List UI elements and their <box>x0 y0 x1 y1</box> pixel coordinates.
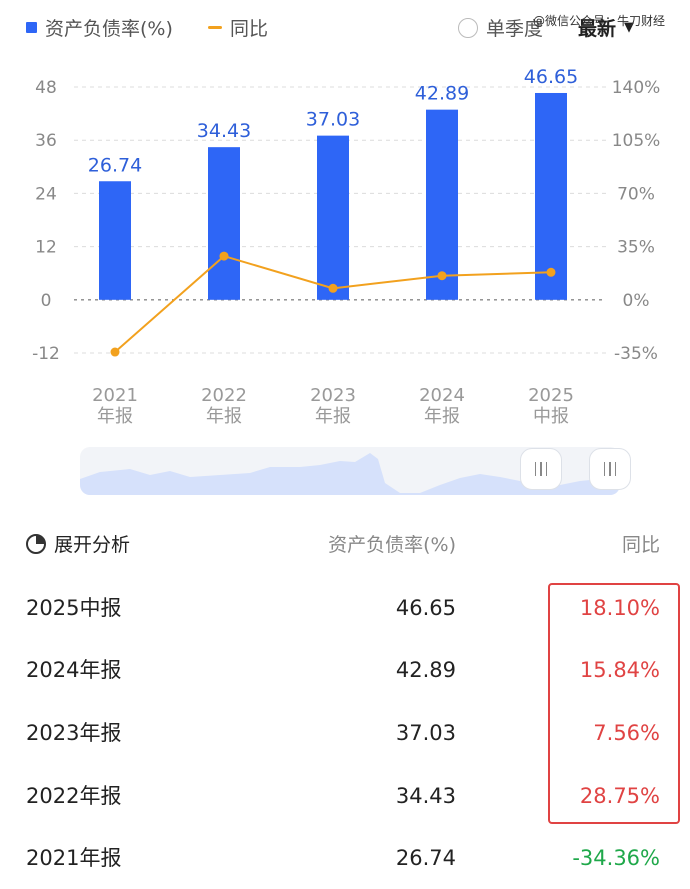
bar-swatch-icon <box>26 22 37 33</box>
bar <box>99 181 131 300</box>
bar <box>535 92 567 300</box>
bar <box>208 147 240 300</box>
expand-analysis-button[interactable]: 展开分析 <box>26 530 130 557</box>
bar <box>426 109 458 300</box>
y-right-tick-label: 105% <box>612 131 661 151</box>
x-tick-label: 2021 <box>92 385 138 406</box>
y-left-tick-label: 0 <box>41 291 52 311</box>
row-value: 34.43 <box>395 784 456 808</box>
bar-value-label: 46.65 <box>524 66 578 88</box>
x-tick-label: 2023 <box>310 385 356 406</box>
slider-handle-right[interactable] <box>589 448 631 490</box>
bar-value-label: 37.03 <box>306 109 360 131</box>
x-tick-label: 年报 <box>97 406 133 427</box>
x-tick-label: 中报 <box>533 406 569 427</box>
chart-legend: 资产负债率(%) 同比 单季度 最新 ▼ <box>26 14 660 44</box>
row-period: 2023年报 <box>26 721 122 745</box>
table-row: 2023年报 37.03 7.56% <box>26 713 660 753</box>
legend-item-yoy[interactable]: 同比 <box>208 14 268 41</box>
quarterly-toggle[interactable]: 单季度 <box>458 14 543 41</box>
x-tick-label: 年报 <box>424 406 460 427</box>
grip-icon <box>534 462 548 476</box>
slider-handle-left[interactable] <box>520 448 562 490</box>
row-period: 2025中报 <box>26 596 122 620</box>
y-left-tick-label: 24 <box>35 184 57 204</box>
yoy-point <box>546 267 556 277</box>
x-tick-label: 年报 <box>206 406 242 427</box>
bar-value-label: 26.74 <box>88 154 142 176</box>
bar-value-label: 42.89 <box>415 83 469 105</box>
row-value: 26.74 <box>395 846 456 870</box>
line-swatch-icon <box>208 26 222 29</box>
legend-item-ratio[interactable]: 资产负债率(%) <box>26 14 173 41</box>
expand-analysis-label: 展开分析 <box>54 534 131 556</box>
radio-icon <box>458 17 478 38</box>
caret-down-icon: ▼ <box>624 20 635 35</box>
yoy-point <box>437 271 447 281</box>
x-tick-label: 年报 <box>315 406 351 427</box>
row-yoy: 28.75% <box>579 784 660 808</box>
y-right-tick-label: -35% <box>614 344 658 364</box>
row-period: 2022年报 <box>26 784 122 808</box>
column-header-value: 资产负债率(%) <box>328 534 456 556</box>
quarterly-toggle-label: 单季度 <box>486 18 544 40</box>
y-right-tick-label: 140% <box>612 78 661 98</box>
y-left-tick-label: 36 <box>35 131 57 151</box>
column-header-yoy: 同比 <box>621 534 660 556</box>
row-value: 37.03 <box>395 721 456 745</box>
y-right-tick-label: 70% <box>617 184 655 204</box>
x-tick-label: 2024 <box>419 385 465 406</box>
period-dropdown[interactable]: 最新 ▼ <box>578 14 634 41</box>
table-row: 2025中报 46.65 18.10% <box>26 588 660 628</box>
yoy-point <box>110 347 120 357</box>
grip-icon <box>603 462 617 476</box>
yoy-highlight-box <box>548 583 680 824</box>
debt-ratio-chart: 26.74 34.43 37.03 42.89 46.65 48 36 24 12 0 -12 14… <box>32 66 661 427</box>
slider-preview <box>80 453 620 495</box>
row-period: 2024年报 <box>26 658 122 682</box>
table-row: 2021年报 26.74 -34.36% <box>26 838 660 878</box>
row-value: 46.65 <box>395 596 456 620</box>
y-left-tick-label: 48 <box>35 78 57 98</box>
x-tick-label: 2022 <box>201 385 247 406</box>
table-header: 展开分析 资产负债率(%) 同比 <box>26 530 660 562</box>
pie-chart-icon <box>26 534 46 554</box>
row-yoy: -34.36% <box>572 846 660 870</box>
legend-label-yoy: 同比 <box>230 18 269 40</box>
period-dropdown-value: 最新 <box>578 18 617 40</box>
watermark: @微信公众号：牛刀财经 <box>533 14 666 28</box>
bar <box>317 135 349 300</box>
y-right-tick-label: 0% <box>623 291 650 311</box>
table-row: 2024年报 42.89 15.84% <box>26 650 660 690</box>
bar-value-label: 34.43 <box>197 120 251 142</box>
row-value: 42.89 <box>395 658 456 682</box>
row-period: 2021年报 <box>26 846 122 870</box>
row-yoy: 18.10% <box>579 596 660 620</box>
y-left-tick-label: -12 <box>32 344 60 364</box>
yoy-point <box>219 251 229 261</box>
x-tick-label: 2025 <box>528 385 574 406</box>
y-left-tick-label: 12 <box>35 238 57 258</box>
y-right-tick-label: 35% <box>617 238 655 258</box>
row-yoy: 7.56% <box>593 721 660 745</box>
legend-label-ratio: 资产负债率(%) <box>45 18 173 40</box>
table-row: 2022年报 34.43 28.75% <box>26 776 660 816</box>
row-yoy: 15.84% <box>579 658 660 682</box>
yoy-point <box>328 283 338 293</box>
